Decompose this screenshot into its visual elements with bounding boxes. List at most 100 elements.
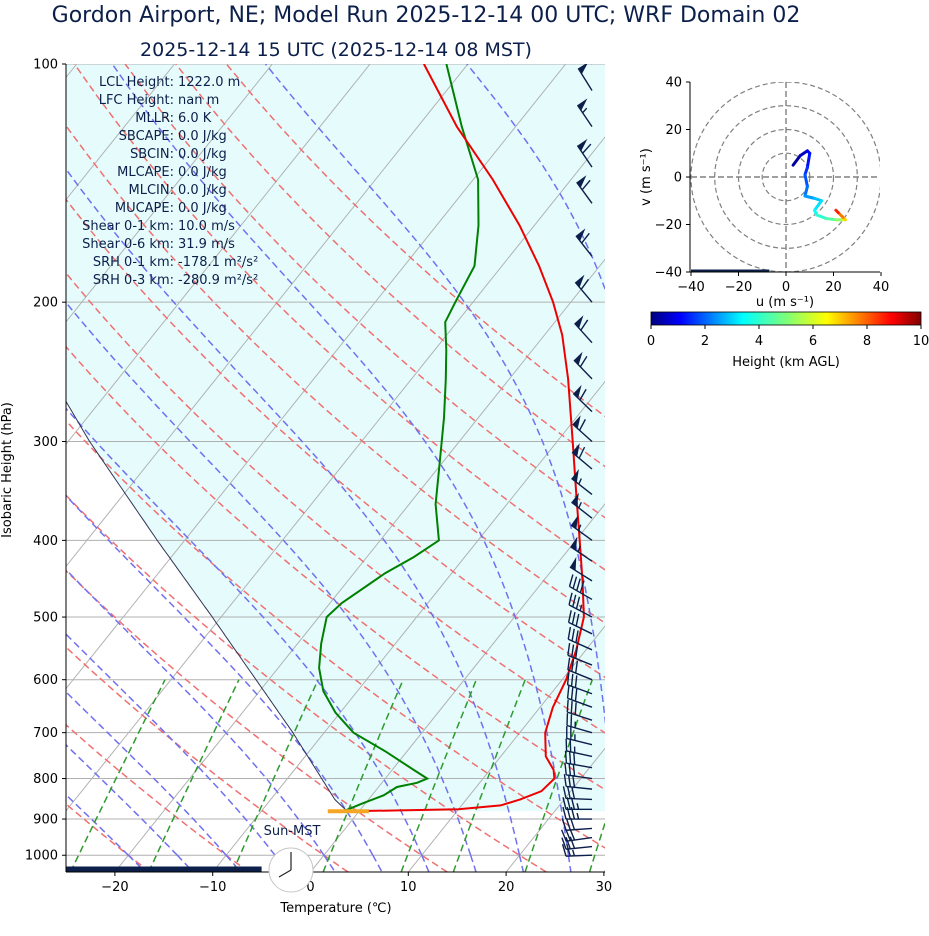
isotherm-line	[66, 136, 605, 812]
wind-barb	[566, 685, 593, 708]
colorbar-gradient	[650, 311, 922, 326]
wind-barb	[566, 726, 593, 746]
colorbar-tick-label: 4	[755, 334, 763, 349]
dry-adiabat-line	[66, 802, 151, 872]
barb-feather	[579, 388, 587, 401]
wind-barb	[564, 750, 593, 769]
barb-feather	[564, 750, 568, 764]
barb-half-feather	[577, 524, 582, 531]
barb-feather	[571, 786, 576, 799]
barb-feather	[561, 818, 567, 831]
barb-shaft	[567, 638, 593, 651]
barb-feather	[562, 806, 567, 820]
wind-barb	[566, 713, 593, 734]
barb-feather	[566, 786, 571, 799]
barb-shaft	[566, 737, 593, 746]
barb-feather	[575, 596, 581, 609]
moist-adiabat-line	[176, 854, 195, 872]
skew-t-plot-area	[66, 36, 605, 872]
hodo-segment	[813, 199, 824, 212]
barb-feather	[563, 774, 567, 787]
moist-adiabat-line	[111, 64, 570, 856]
moist-adiabat-line	[323, 854, 336, 872]
wind-barb	[571, 469, 593, 496]
wind-barbs	[560, 36, 593, 857]
hodo-x-tick-label: −20	[725, 280, 752, 295]
barb-feather	[581, 232, 590, 244]
isotherm-grid	[66, 64, 605, 872]
mixing-ratio-line	[148, 679, 240, 872]
moist-adiabat-line	[567, 855, 572, 872]
barb-feather	[571, 644, 575, 658]
wind-barb	[572, 415, 593, 443]
barb-feather	[575, 630, 579, 643]
barb-flag	[578, 64, 588, 75]
barb-shaft	[566, 724, 593, 734]
temperature-line	[347, 64, 585, 813]
hodo-segment	[834, 208, 840, 215]
moist-adiabat-line	[127, 854, 147, 872]
barb-shaft	[572, 423, 593, 443]
stat-label: MLLR:	[135, 111, 174, 126]
isotherm-line	[407, 625, 605, 872]
stat-label: MUCAPE:	[115, 201, 174, 216]
barb-feather	[569, 817, 576, 830]
barb-feather	[574, 675, 578, 688]
wind-barb	[571, 492, 593, 519]
wind-barb	[577, 64, 593, 91]
wind-barb	[574, 315, 593, 344]
hodo-segment	[803, 185, 809, 198]
x-tick-label: 10	[400, 880, 417, 895]
barb-feather	[566, 699, 569, 713]
isotherm-line	[66, 64, 371, 445]
barb-flag	[570, 536, 578, 551]
barb-flag	[572, 415, 581, 429]
barb-feather	[571, 628, 575, 642]
mixing-ratio-line	[69, 679, 166, 872]
wind-barb	[574, 274, 593, 303]
barb-flag	[570, 556, 577, 571]
stat-label: SRH 0-3 km:	[93, 273, 174, 288]
barb-feather	[566, 672, 570, 685]
barb-feather	[579, 355, 588, 368]
barb-feather	[574, 646, 579, 659]
barb-half-feather	[578, 501, 582, 509]
barb-feather	[572, 774, 576, 788]
moist-adiabat-line	[66, 743, 178, 856]
stat-value: 31.9 m/s	[178, 237, 235, 252]
y-tick-label: 400	[33, 534, 58, 549]
barb-flag	[578, 36, 588, 48]
skew-t-axes	[65, 64, 605, 873]
colorbar-tick-label: 8	[863, 334, 871, 349]
barb-feather	[568, 751, 572, 764]
barb-feather	[581, 179, 591, 191]
barb-feather	[565, 817, 571, 831]
hodo-segment	[815, 213, 828, 221]
wind-barb	[570, 536, 593, 562]
dry-adiabat-line	[66, 646, 349, 872]
dry-adiabat-line	[124, 64, 605, 519]
moist-adiabats	[66, 64, 605, 872]
stat-label: SBCAPE:	[119, 129, 174, 144]
stat-value: 6.0 K	[178, 111, 212, 126]
hodo-segment	[803, 194, 816, 200]
y-tick-labels: 1000 900 800 700 600 500 400 300 200 100	[25, 58, 66, 864]
barb-shaft	[566, 762, 593, 769]
stat-label: Shear 0-6 km:	[82, 237, 174, 252]
moist-adiabat-line	[372, 854, 383, 872]
dry-adiabat-line	[66, 124, 605, 624]
stat-value: -178.1 m²/s²	[178, 255, 258, 270]
stat-label: MLCAPE:	[117, 165, 174, 180]
hodograph: −40 −20 0 20 40 −40 −20 0 20 40 u (m s⁻¹) v (m s⁻¹)	[639, 76, 889, 311]
wind-barb	[568, 574, 593, 601]
barb-shaft	[567, 684, 593, 695]
dewpoint-line	[318, 64, 480, 813]
barb-half-feather	[576, 803, 580, 810]
wind-barb	[571, 443, 593, 470]
wind-barb	[569, 556, 593, 582]
parcel-line	[66, 400, 348, 812]
barb-flag	[576, 228, 586, 242]
dry-adiabat-line	[66, 494, 547, 872]
hodo-x-tick-label: −40	[677, 280, 704, 295]
